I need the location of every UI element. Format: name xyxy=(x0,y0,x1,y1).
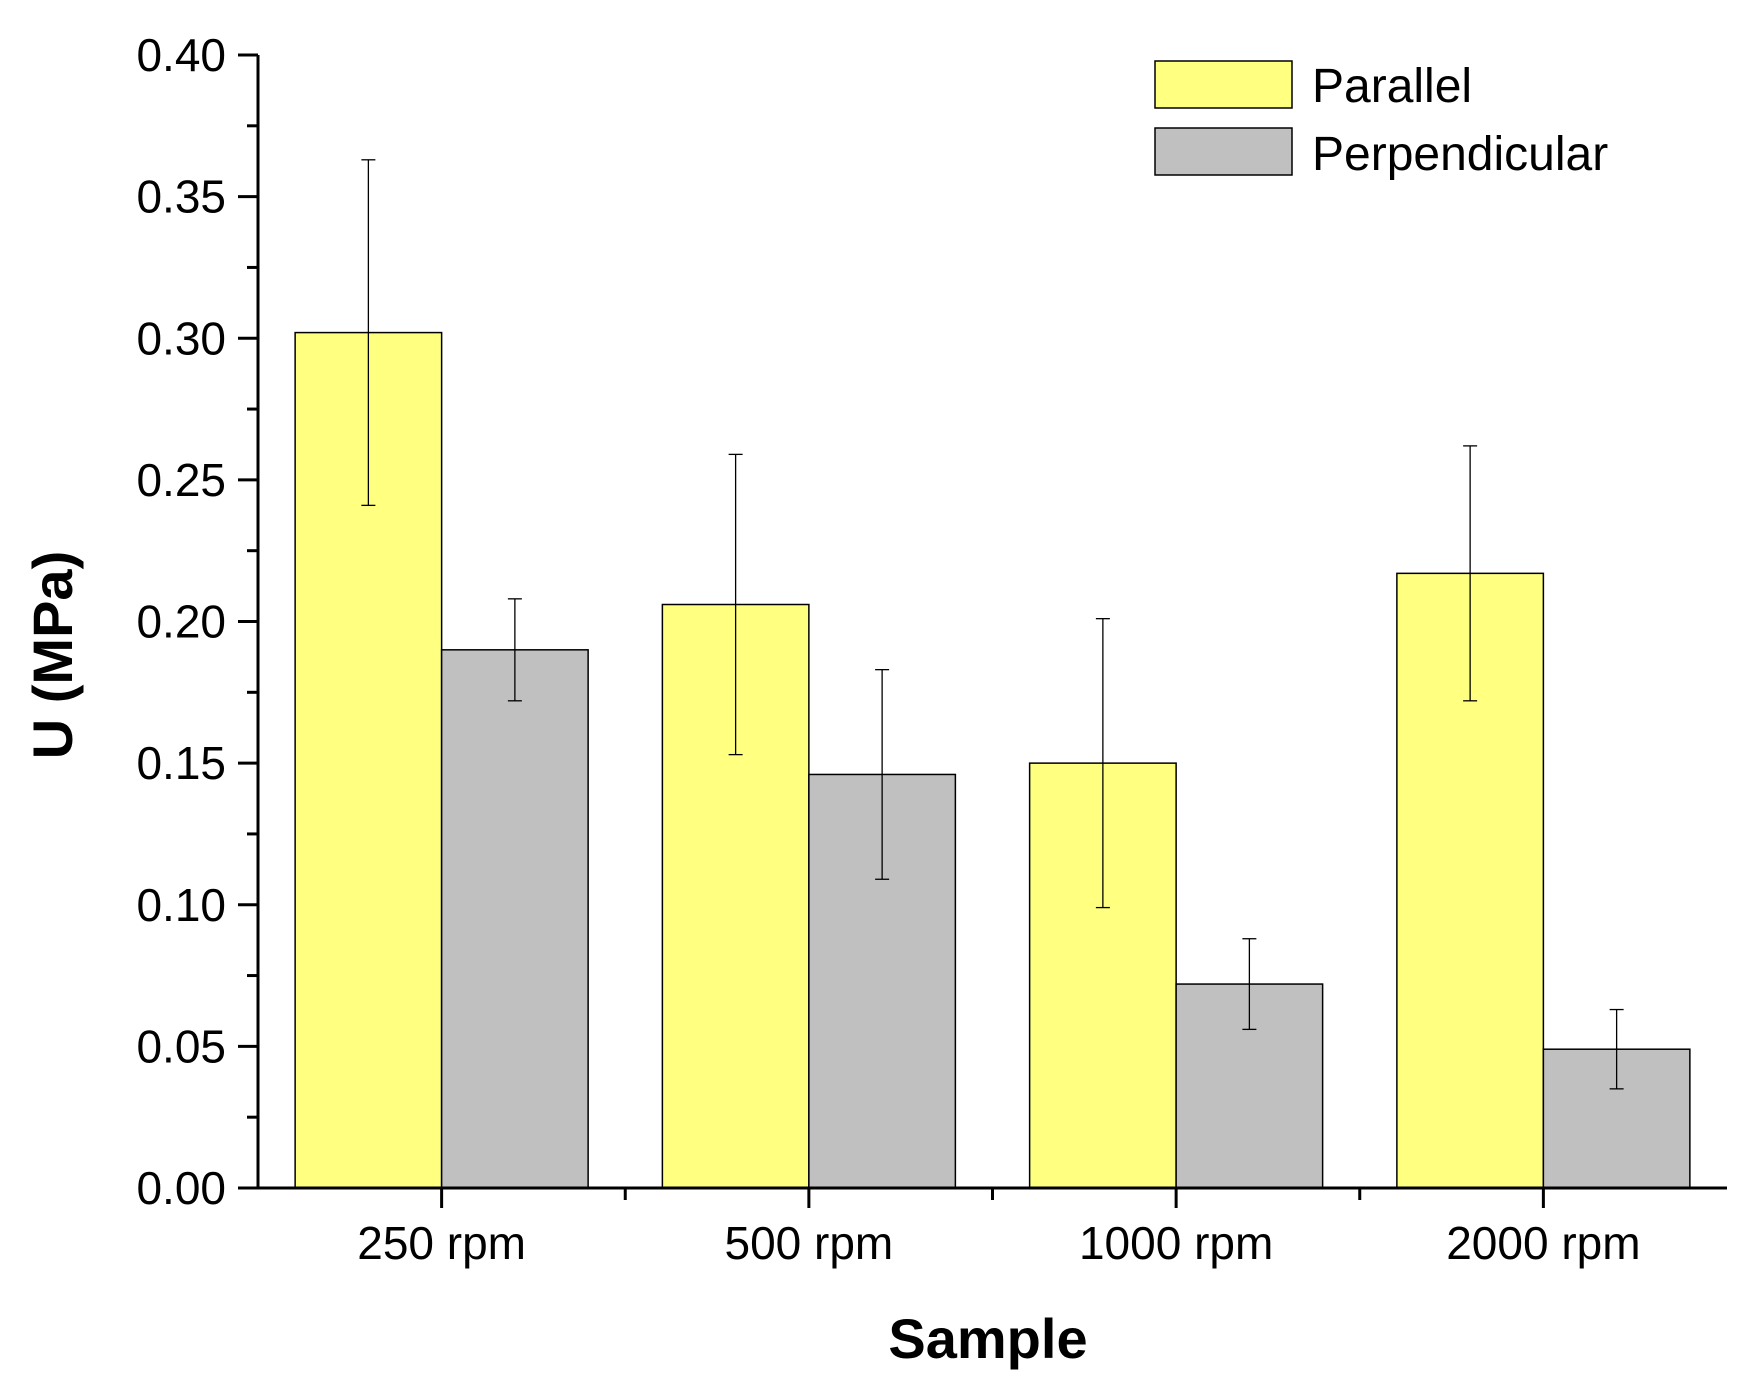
x-axis-title: Sample xyxy=(888,1307,1087,1370)
y-tick-label: 0.05 xyxy=(136,1020,226,1072)
legend: Parallel Perpendicular xyxy=(1154,60,1608,181)
y-tick-label: 0.15 xyxy=(136,737,226,789)
y-tick-label: 0.40 xyxy=(136,29,226,81)
x-tick-label: 250 rpm xyxy=(357,1217,526,1269)
bars-layer xyxy=(294,331,1691,1189)
legend-swatch-parallel xyxy=(1154,60,1293,109)
y-tick-label: 0.10 xyxy=(136,879,226,931)
bar-perpendicular-1 xyxy=(440,649,589,1189)
y-tick-label: 0.00 xyxy=(136,1162,226,1214)
y-tick-label: 0.20 xyxy=(136,596,226,648)
y-axis-title: U (MPa) xyxy=(21,551,84,759)
legend-label-perpendicular: Perpendicular xyxy=(1312,128,1608,181)
x-tick-label: 2000 rpm xyxy=(1446,1217,1640,1269)
legend-swatch-perpendicular xyxy=(1154,127,1293,176)
error-bars-layer xyxy=(361,159,1624,1090)
x-tick-label: 1000 rpm xyxy=(1079,1217,1273,1269)
y-tick-label: 0.25 xyxy=(136,454,226,506)
axes-layer xyxy=(238,53,1727,1208)
tick-labels-layer: 0.00 0.05 0.10 0.15 0.20 0.25 0.30 0.35 0.40 250 … xyxy=(136,29,1640,1269)
x-tick-label: 500 rpm xyxy=(725,1217,894,1269)
legend-label-parallel: Parallel xyxy=(1312,60,1472,113)
y-tick-label: 0.30 xyxy=(136,312,226,364)
y-tick-label: 0.35 xyxy=(136,171,226,223)
